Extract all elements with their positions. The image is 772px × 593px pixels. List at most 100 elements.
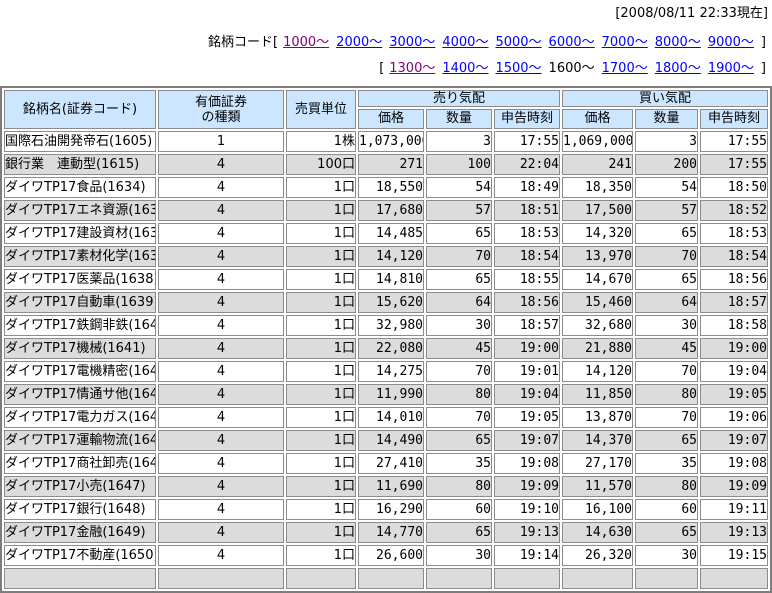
security-type-cell: 4 [158, 246, 284, 267]
buy-time-cell [700, 568, 768, 589]
table-row: ダイワTP17医薬品(1638) 4 1口 14,810 65 18:55 14,670 65… [4, 269, 768, 290]
buy-time-cell: 18:58 [700, 315, 768, 336]
stock-name-cell: 銀行業 連動型(1615) [4, 154, 156, 175]
buy-price-cell: 241 [562, 154, 633, 175]
code-range-link-1400[interactable]: 1400〜 [442, 61, 489, 76]
security-type-cell: 1 [158, 131, 284, 152]
table-row-partial [4, 568, 768, 589]
sell-qty-cell: 64 [426, 292, 492, 313]
sell-qty-cell: 57 [426, 200, 492, 221]
code-range-link-3000[interactable]: 3000〜 [389, 35, 436, 50]
code-range-link-1300[interactable]: 1300〜 [389, 61, 436, 76]
sell-price-cell: 17,680 [358, 200, 424, 221]
table-row: ダイワTP17銀行(1648) 4 1口 16,290 60 19:10 16,100 60 1… [4, 499, 768, 520]
code-range-link-6000[interactable]: 6000〜 [548, 35, 595, 50]
buy-price-cell: 14,370 [562, 430, 633, 451]
buy-qty-cell [635, 568, 698, 589]
sell-time-cell: 18:49 [494, 177, 560, 198]
code-range-link-1800[interactable]: 1800〜 [654, 61, 701, 76]
security-type-cell: 4 [158, 154, 284, 175]
security-type-cell: 4 [158, 407, 284, 428]
security-type-cell: 4 [158, 177, 284, 198]
buy-price-cell: 14,120 [562, 361, 633, 382]
sell-time-cell: 18:56 [494, 292, 560, 313]
buy-time-cell: 18:52 [700, 200, 768, 221]
open-bracket: [ [379, 61, 385, 76]
col-header-buy-time: 申告時刻 [700, 109, 768, 129]
code-range-link-2000[interactable]: 2000〜 [336, 35, 383, 50]
sell-price-cell: 11,990 [358, 384, 424, 405]
buy-qty-cell: 64 [635, 292, 698, 313]
col-group-sell-quote: 売り気配 [358, 90, 560, 107]
security-type-cell: 4 [158, 361, 284, 382]
sell-qty-cell: 80 [426, 384, 492, 405]
sell-time-cell: 19:13 [494, 522, 560, 543]
stock-name-cell: ダイワTP17電機精密(1642) [4, 361, 156, 382]
stock-name-cell: ダイワTP17金融(1649) [4, 522, 156, 543]
code-range-link-7000[interactable]: 7000〜 [601, 35, 648, 50]
sell-time-cell: 19:04 [494, 384, 560, 405]
sell-price-cell: 14,770 [358, 522, 424, 543]
trading-unit-cell: 1口 [286, 476, 356, 497]
buy-time-cell: 19:07 [700, 430, 768, 451]
trading-unit-cell: 1口 [286, 407, 356, 428]
code-range-link-8000[interactable]: 8000〜 [654, 35, 701, 50]
buy-qty-cell: 70 [635, 361, 698, 382]
col-group-buy-quote: 買い気配 [562, 90, 768, 107]
trading-unit-cell: 1口 [286, 361, 356, 382]
table-row: ダイワTP17小売(1647) 4 1口 11,690 80 19:09 11,570 80 1… [4, 476, 768, 497]
sell-qty-cell: 65 [426, 269, 492, 290]
buy-price-cell: 21,880 [562, 338, 633, 359]
trading-unit-cell: 1口 [286, 384, 356, 405]
trading-unit-cell: 1口 [286, 453, 356, 474]
sell-qty-cell: 65 [426, 223, 492, 244]
table-row: ダイワTP17商社卸売(1646) 4 1口 27,410 35 19:08 27,170 3… [4, 453, 768, 474]
sell-price-cell: 15,620 [358, 292, 424, 313]
sell-qty-cell: 70 [426, 407, 492, 428]
col-header-trading-unit: 売買単位 [286, 90, 356, 129]
code-range-link-1500[interactable]: 1500〜 [495, 61, 542, 76]
security-type-cell: 4 [158, 269, 284, 290]
buy-qty-cell: 65 [635, 269, 698, 290]
trading-unit-cell [286, 568, 356, 589]
code-nav-prefix: 銘柄コード [207, 35, 273, 50]
buy-price-cell: 18,350 [562, 177, 633, 198]
buy-time-cell: 19:04 [700, 361, 768, 382]
col-header-buy-qty: 数量 [635, 109, 698, 129]
code-range-link-4000[interactable]: 4000〜 [442, 35, 489, 50]
code-range-link-1000[interactable]: 1000〜 [283, 35, 330, 50]
trading-unit-cell: 1口 [286, 315, 356, 336]
sell-qty-cell: 60 [426, 499, 492, 520]
sell-price-cell [358, 568, 424, 589]
buy-qty-cell: 35 [635, 453, 698, 474]
buy-price-cell: 11,850 [562, 384, 633, 405]
trading-unit-cell: 1口 [286, 223, 356, 244]
sell-qty-cell: 65 [426, 522, 492, 543]
sell-price-cell: 14,810 [358, 269, 424, 290]
sell-qty-cell: 30 [426, 315, 492, 336]
sell-qty-cell: 45 [426, 338, 492, 359]
code-range-link-1900[interactable]: 1900〜 [707, 61, 754, 76]
table-row: ダイワTP17自動車(1639) 4 1口 15,620 64 18:56 15,460 64… [4, 292, 768, 313]
sell-qty-cell: 70 [426, 361, 492, 382]
buy-qty-cell: 3 [635, 131, 698, 152]
sell-price-cell: 14,010 [358, 407, 424, 428]
buy-qty-cell: 54 [635, 177, 698, 198]
sell-price-cell: 22,080 [358, 338, 424, 359]
code-range-link-9000[interactable]: 9000〜 [707, 35, 754, 50]
code-range-link-1700[interactable]: 1700〜 [601, 61, 648, 76]
sell-qty-cell [426, 568, 492, 589]
stock-name-cell: ダイワTP17情通サ他(1643) [4, 384, 156, 405]
code-range-link-5000[interactable]: 5000〜 [495, 35, 542, 50]
table-row: ダイワTP17素材化学(1637) 4 1口 14,120 70 18:54 13,970 7… [4, 246, 768, 267]
stock-name-cell [4, 568, 156, 589]
sell-time-cell: 19:09 [494, 476, 560, 497]
trading-unit-cell: 1株 [286, 131, 356, 152]
buy-price-cell: 14,320 [562, 223, 633, 244]
stock-name-cell: ダイワTP17電力ガス(1644) [4, 407, 156, 428]
security-type-cell: 4 [158, 223, 284, 244]
sell-qty-cell: 80 [426, 476, 492, 497]
buy-qty-cell: 65 [635, 223, 698, 244]
col-header-sell-price: 価格 [358, 109, 424, 129]
sell-qty-cell: 3 [426, 131, 492, 152]
